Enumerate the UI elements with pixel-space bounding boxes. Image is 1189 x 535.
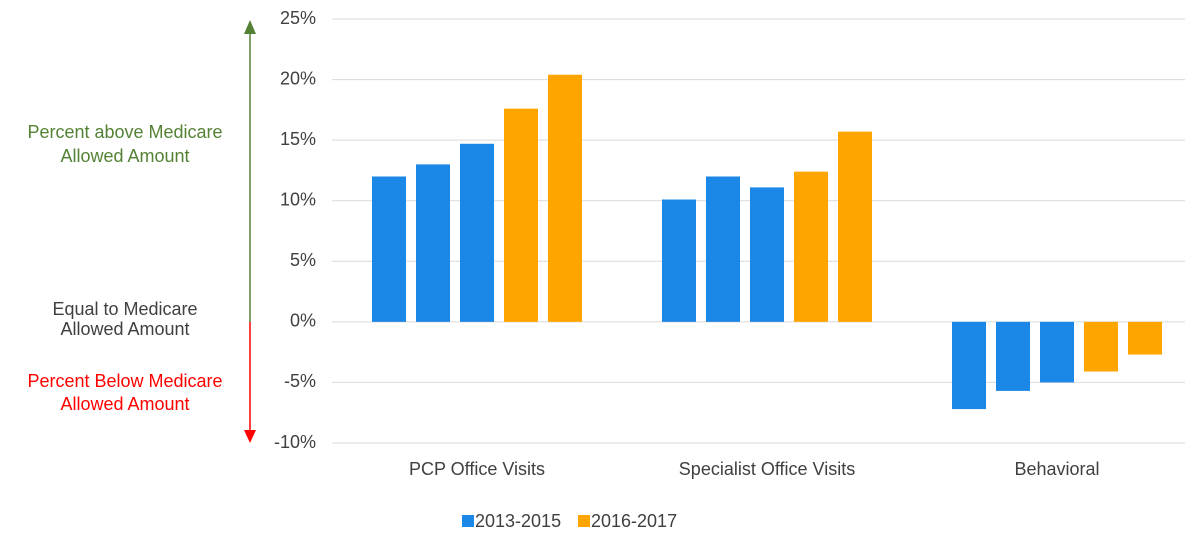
bar: [662, 199, 696, 322]
y-tick-label: 15%: [280, 129, 316, 149]
bar: [1128, 321, 1162, 355]
y-tick-label: -10%: [274, 432, 316, 452]
x-tick-label: PCP Office Visits: [409, 459, 545, 479]
down-arrow-head: [244, 430, 256, 443]
bar: [996, 321, 1030, 391]
bar: [416, 164, 450, 322]
annotation: Allowed Amount: [60, 319, 189, 339]
bar: [1040, 321, 1074, 383]
bar: [794, 171, 828, 322]
y-tick-label: 20%: [280, 68, 316, 88]
legend-swatch: [578, 515, 590, 527]
annotation: Percent Below Medicare: [27, 371, 222, 391]
bar: [706, 176, 740, 322]
y-tick-label: 10%: [280, 189, 316, 209]
y-tick-label: -5%: [284, 371, 316, 391]
legend-label: 2013-2015: [475, 511, 561, 531]
x-tick-label: Specialist Office Visits: [679, 459, 855, 479]
bar: [548, 74, 582, 322]
annotation: Equal to Medicare: [52, 299, 197, 319]
legend-swatch: [462, 515, 474, 527]
annotation: Allowed Amount: [60, 394, 189, 414]
bar: [460, 143, 494, 322]
x-tick-label: Behavioral: [1014, 459, 1099, 479]
annotation: Percent above Medicare: [27, 122, 222, 142]
bar: [372, 176, 406, 322]
y-tick-label: 0%: [290, 311, 316, 331]
y-tick-label: 25%: [280, 8, 316, 28]
annotation: Allowed Amount: [60, 146, 189, 166]
bar: [504, 108, 538, 322]
bar: [1084, 321, 1118, 372]
up-arrow-head: [244, 20, 256, 34]
legend-label: 2016-2017: [591, 511, 677, 531]
bar: [838, 131, 872, 322]
bar: [750, 187, 784, 322]
y-tick-label: 5%: [290, 250, 316, 270]
bar: [952, 321, 986, 410]
